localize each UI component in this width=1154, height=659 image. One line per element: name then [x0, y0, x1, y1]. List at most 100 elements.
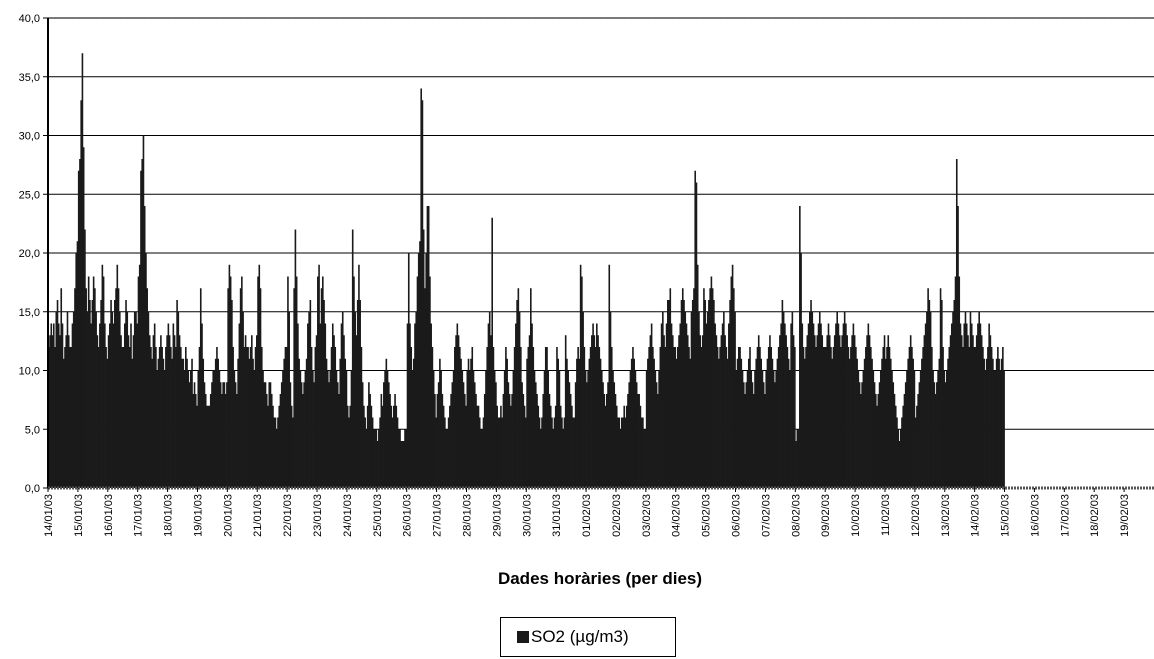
bar: [324, 323, 327, 488]
bar: [762, 382, 765, 488]
bar: [207, 405, 210, 488]
bar: [131, 358, 134, 488]
bar: [60, 288, 63, 488]
bar: [516, 300, 518, 488]
bar: [429, 276, 431, 488]
bar: [141, 159, 144, 488]
bar: [165, 347, 167, 488]
x-tick-label: 04/02/03: [671, 494, 683, 537]
bar: [830, 347, 832, 488]
bar: [488, 311, 491, 488]
bar: [644, 429, 647, 488]
bar: [445, 429, 447, 488]
bar: [65, 335, 68, 488]
bar: [233, 370, 236, 488]
bar: [929, 311, 932, 488]
bar: [706, 311, 709, 488]
bar: [739, 347, 741, 488]
bar: [936, 382, 938, 488]
bar: [769, 335, 771, 488]
bar: [619, 429, 622, 488]
bar: [118, 311, 121, 488]
bar: [745, 382, 748, 488]
bar: [843, 311, 846, 488]
bar: [597, 335, 599, 488]
bar: [975, 335, 978, 488]
bar: [623, 405, 626, 488]
bar: [349, 405, 352, 488]
bar: [419, 241, 421, 488]
bar: [962, 347, 964, 488]
bar: [333, 335, 335, 488]
bar: [130, 323, 132, 488]
bar: [536, 394, 538, 488]
bar: [647, 358, 649, 488]
bar: [247, 347, 249, 488]
bar: [420, 88, 422, 488]
bar: [289, 382, 292, 488]
bar: [91, 300, 94, 488]
bar: [496, 405, 498, 488]
bar: [66, 311, 69, 488]
bar: [209, 394, 212, 488]
bar: [353, 276, 355, 488]
bar: [76, 241, 79, 488]
bar: [741, 370, 744, 488]
bar: [525, 417, 527, 488]
bar: [770, 347, 772, 488]
bar: [835, 323, 837, 488]
x-tick-label: 14/01/03: [43, 494, 55, 537]
bar: [965, 323, 968, 488]
x-tick-label: 01/02/03: [581, 494, 593, 537]
bar: [282, 370, 284, 488]
bar: [181, 358, 183, 488]
bar: [374, 429, 376, 488]
bar: [189, 370, 192, 488]
bar: [302, 394, 304, 488]
bar: [614, 394, 617, 488]
bar: [742, 382, 745, 488]
bar: [813, 335, 816, 488]
y-tick-label: 25,0: [19, 189, 40, 201]
y-tick-label: 15,0: [19, 307, 40, 319]
bar: [694, 170, 697, 488]
bar: [927, 288, 929, 488]
bar: [356, 300, 359, 488]
bar: [212, 370, 215, 488]
bar: [80, 100, 82, 488]
y-tick-label: 40,0: [19, 13, 40, 25]
bar: [639, 405, 642, 488]
bar: [806, 335, 809, 488]
bar: [391, 417, 394, 488]
bar: [675, 358, 678, 488]
bar: [628, 382, 630, 488]
bar: [842, 323, 845, 488]
bar: [683, 300, 685, 488]
bar: [832, 347, 835, 488]
bar: [731, 264, 734, 488]
bar: [847, 347, 850, 488]
y-tick-label: 35,0: [19, 72, 40, 84]
bar: [549, 405, 552, 488]
bar: [544, 347, 547, 488]
bar: [177, 311, 180, 488]
bar: [963, 323, 966, 488]
bar: [336, 382, 339, 488]
bar: [121, 347, 124, 488]
bar: [101, 264, 104, 488]
bar: [493, 370, 496, 488]
bar: [943, 370, 946, 488]
bar: [226, 382, 228, 488]
bar: [370, 405, 373, 488]
bar: [660, 323, 663, 488]
x-tick-label: 02/02/03: [611, 494, 623, 537]
bar: [75, 253, 77, 488]
bar: [921, 358, 923, 488]
bar: [500, 405, 502, 488]
bar: [359, 300, 361, 488]
bar: [199, 288, 202, 488]
bar: [787, 358, 790, 488]
bar: [899, 429, 902, 488]
bar: [531, 323, 533, 488]
bar: [714, 323, 716, 488]
